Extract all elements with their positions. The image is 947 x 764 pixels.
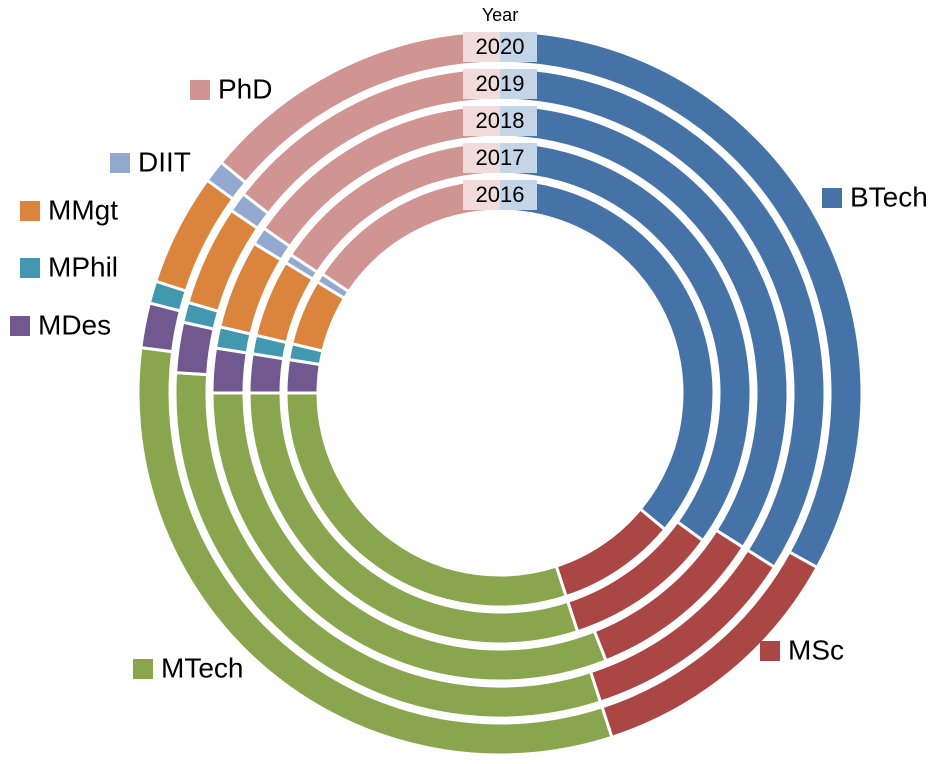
year-label-bg	[463, 32, 500, 62]
year-label: 2018	[476, 108, 525, 133]
legend-swatch	[110, 153, 130, 173]
legend-label: MTech	[161, 652, 243, 683]
legend-swatch	[190, 80, 210, 100]
legend-swatch	[822, 188, 842, 208]
legend-swatch	[760, 641, 780, 661]
legend-label: PhD	[218, 73, 272, 104]
legend-label: MPhil	[48, 251, 118, 282]
donut-segment	[320, 177, 502, 294]
year-label: 2019	[476, 71, 525, 96]
legend-label: MSc	[788, 634, 844, 665]
legend-label: DIIT	[138, 146, 191, 177]
legend-label: BTech	[850, 181, 928, 212]
donut-segment	[210, 346, 249, 395]
year-label-bg	[500, 180, 537, 210]
legend-swatch	[10, 316, 30, 336]
year-label: 2020	[476, 34, 525, 59]
year-label-bg	[500, 143, 537, 173]
year-label-bg	[500, 32, 537, 62]
donut-segment	[247, 352, 286, 395]
legend-swatch	[133, 659, 153, 679]
legend-swatch	[20, 258, 40, 278]
legend-label: MDes	[38, 309, 111, 340]
legend-label: MMgt	[48, 194, 118, 225]
year-label-bg	[463, 106, 500, 136]
year-label-bg	[500, 106, 537, 136]
year-label-bg	[463, 180, 500, 210]
donut-segment	[174, 320, 216, 377]
legend-swatch	[20, 201, 40, 221]
year-label-bg	[500, 69, 537, 99]
year-label-bg	[463, 143, 500, 173]
year-label: 2016	[476, 182, 525, 207]
series-title: Year	[482, 5, 518, 25]
year-label: 2017	[476, 145, 525, 170]
year-label-bg	[463, 69, 500, 99]
